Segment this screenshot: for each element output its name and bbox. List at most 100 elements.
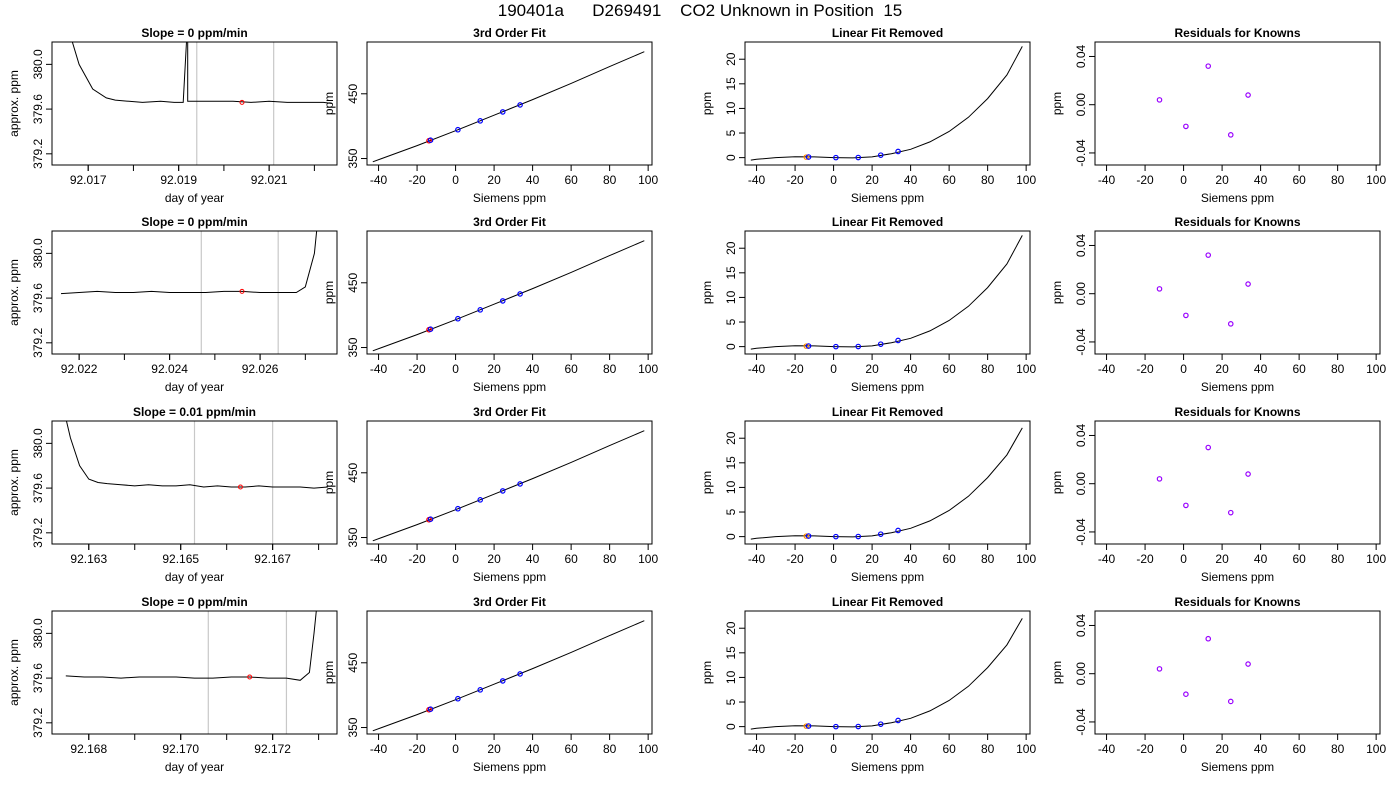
data-point	[1205, 444, 1212, 451]
x-tick-label: -40	[1098, 552, 1116, 566]
data-point	[895, 148, 901, 155]
x-tick-label: 92.026	[242, 362, 279, 376]
x-tick-label: 20	[865, 552, 879, 566]
x-tick-label: 20	[487, 552, 501, 566]
x-axis-label: day of year	[165, 760, 224, 774]
x-axis-label: Siemens ppm	[473, 570, 546, 584]
plot-frame	[744, 230, 1031, 355]
plot-frame	[744, 610, 1031, 735]
y-tick-label: -0.04	[1074, 708, 1088, 736]
data-point	[1183, 312, 1189, 319]
y-tick-label: 379.6	[31, 473, 45, 503]
y-tick-label: 0	[724, 723, 738, 730]
plot-area	[372, 240, 645, 352]
panel-fit-r2: 3rd Order Fit -40 -20 0 20 40 60 80 100 350 450 Sie…	[322, 215, 658, 394]
y-tick-label: 450	[346, 652, 360, 672]
x-tick-label: 80	[981, 173, 995, 187]
x-axis-label: Siemens ppm	[1201, 760, 1274, 774]
x-tick-label: 40	[526, 173, 540, 187]
panel-title: Slope = 0 ppm/min	[141, 26, 247, 40]
y-tick-label: 20	[724, 52, 738, 66]
data-point	[805, 533, 812, 539]
figure-title: 190401a D269491 CO2 Unknown in Position …	[497, 1, 903, 20]
x-tick-label: 0	[1180, 552, 1187, 566]
x-tick-label: 100	[1366, 552, 1386, 566]
data-point	[803, 343, 810, 349]
data-point	[239, 99, 245, 105]
plot-frame	[1094, 230, 1381, 355]
y-tick-label: 379.2	[31, 138, 45, 168]
panel-residuals-r4: Residuals for Knowns -40 -20 0 20 40 60 80 100 -0…	[1050, 595, 1386, 774]
x-tick-label: 80	[1331, 173, 1345, 187]
panel-title: Residuals for Knowns	[1174, 215, 1300, 229]
x-tick-label: -20	[1136, 173, 1154, 187]
x-tick-label: 60	[1292, 552, 1306, 566]
data-point	[1156, 666, 1163, 672]
data-point	[895, 527, 901, 534]
plot-frame	[744, 41, 1031, 166]
x-tick-label: 0	[1180, 173, 1187, 187]
plot-area	[1156, 635, 1251, 705]
x-tick-label: 92.167	[254, 552, 291, 566]
panel-title: 3rd Order Fit	[473, 215, 546, 229]
x-tick-label: -40	[1098, 173, 1116, 187]
plot-area	[1156, 63, 1251, 138]
panel-title: Residuals for Knowns	[1174, 26, 1300, 40]
x-tick-label: 80	[603, 173, 617, 187]
y-tick-label: 0.04	[1074, 613, 1088, 637]
data-point	[427, 326, 434, 333]
y-tick-label: 15	[724, 266, 738, 280]
data-point	[1227, 321, 1234, 327]
x-tick-label: 92.019	[160, 173, 197, 187]
x-tick-label: -40	[748, 552, 766, 566]
x-tick-label: -20	[408, 742, 426, 756]
fit-curve	[372, 51, 645, 163]
x-tick-label: 20	[487, 173, 501, 187]
panel-time-series-r3: Slope = 0.01 ppm/min 92.163 92.165 92.167 37…	[7, 405, 338, 584]
x-tick-label: 20	[1215, 552, 1229, 566]
x-tick-label: 60	[942, 173, 956, 187]
x-tick-label: -20	[408, 362, 426, 376]
y-tick-label: 5	[724, 129, 738, 136]
data-point	[427, 137, 434, 144]
x-tick-label: 60	[942, 552, 956, 566]
plot-frame	[744, 420, 1031, 545]
y-axis-label: ppm	[322, 92, 336, 115]
x-tick-label: 0	[830, 173, 837, 187]
x-tick-label: 40	[1254, 362, 1268, 376]
x-tick-label: 100	[638, 173, 658, 187]
y-tick-label: 380.0	[31, 49, 45, 79]
panel-title: 3rd Order Fit	[473, 405, 546, 419]
y-tick-label: 10	[724, 101, 738, 115]
panel-title: Residuals for Knowns	[1174, 595, 1300, 609]
y-axis-label: approx. ppm	[7, 639, 21, 706]
plot-area	[750, 618, 1023, 730]
data-point	[237, 484, 243, 490]
data-point	[805, 154, 812, 160]
plot-area	[71, 42, 333, 165]
x-tick-label: 20	[865, 742, 879, 756]
x-tick-label: -20	[786, 742, 804, 756]
plot-frame	[366, 420, 653, 545]
y-axis-label: ppm	[1050, 92, 1064, 115]
y-tick-label: 0.00	[1074, 93, 1088, 117]
y-axis-label: ppm	[700, 471, 714, 494]
data-point	[477, 118, 484, 124]
data-point	[803, 533, 810, 539]
panel-linear-removed-r2: Linear Fit Removed -40 -20 0 20 40 60 80 100 0 5 10…	[700, 215, 1036, 394]
x-tick-label: 92.172	[254, 742, 291, 756]
data-point	[517, 481, 523, 487]
y-axis-label: ppm	[700, 661, 714, 684]
fit-curve	[750, 235, 1023, 350]
y-tick-label: 0.00	[1074, 282, 1088, 306]
data-point	[499, 488, 506, 494]
x-tick-label: -20	[786, 552, 804, 566]
data-point	[877, 152, 884, 158]
plot-area	[372, 430, 645, 542]
x-tick-label: 0	[1180, 742, 1187, 756]
x-tick-label: 40	[526, 362, 540, 376]
data-point	[1205, 252, 1212, 258]
x-axis-label: Siemens ppm	[1201, 570, 1274, 584]
x-tick-label: 0	[830, 742, 837, 756]
